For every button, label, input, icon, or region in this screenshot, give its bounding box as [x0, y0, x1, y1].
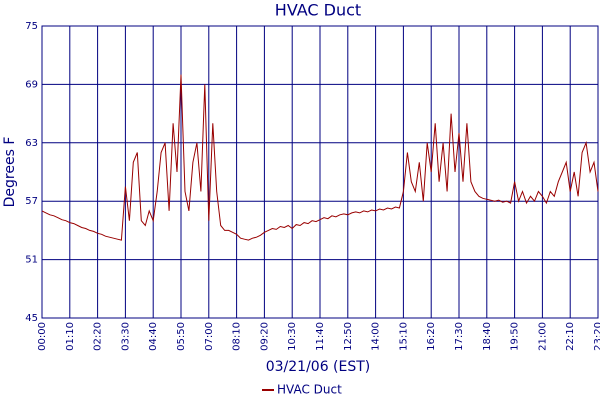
- data-line: [41, 74, 599, 241]
- y-tick-label: 45: [25, 313, 38, 324]
- x-tick-label: 08:10: [232, 322, 243, 351]
- x-tick-label: 00:00: [37, 322, 48, 351]
- x-tick-label: 22:10: [565, 322, 576, 351]
- legend-label: HVAC Duct: [277, 383, 342, 397]
- x-tick-label: 10:30: [287, 322, 298, 351]
- x-tick-label: 09:20: [259, 322, 270, 351]
- x-tick-label: 03:30: [120, 322, 131, 351]
- x-tick-label: 11:40: [315, 322, 326, 351]
- x-tick-label: 21:00: [537, 322, 548, 351]
- x-tick-label: 04:40: [148, 322, 159, 351]
- x-tick-label: 15:10: [398, 322, 409, 351]
- x-tick-label: 02:20: [93, 322, 104, 351]
- x-tick-label: 23:20: [593, 322, 600, 351]
- x-tick-label: 05:50: [176, 322, 187, 351]
- chart-title: HVAC Duct: [275, 1, 361, 20]
- y-tick-label: 51: [25, 255, 38, 266]
- x-tick-label: 01:10: [65, 322, 76, 351]
- x-tick-label: 18:40: [482, 322, 493, 351]
- x-tick-label: 19:50: [510, 322, 521, 351]
- y-tick-label: 63: [25, 138, 38, 149]
- x-tick-label: 07:00: [204, 322, 215, 351]
- x-tick-label: 16:20: [426, 322, 437, 351]
- y-tick-label: 69: [25, 79, 38, 90]
- x-tick-label: 17:30: [454, 322, 465, 351]
- y-tick-label: 75: [25, 21, 38, 32]
- x-axis-label: 03/21/06 (EST): [266, 359, 371, 375]
- y-tick-label: 57: [25, 196, 38, 207]
- x-tick-label: 14:00: [371, 322, 382, 351]
- y-axis-label: Degrees F: [2, 137, 18, 208]
- x-tick-label: 12:50: [343, 322, 354, 351]
